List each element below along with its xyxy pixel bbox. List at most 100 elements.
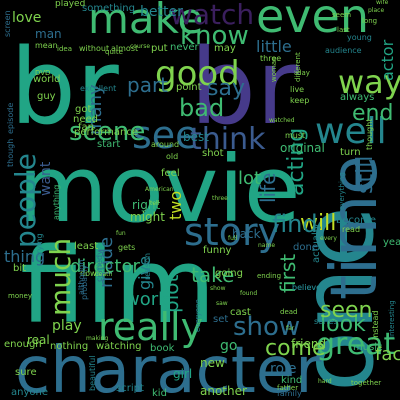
word-always: always — [340, 92, 374, 103]
word-play: play — [52, 318, 82, 334]
word-plot: plot — [159, 275, 183, 313]
word-may: may — [214, 43, 236, 54]
word-story: story — [184, 210, 280, 254]
word-back: back — [232, 227, 261, 241]
word-fun: fun — [116, 230, 126, 237]
word-making: making — [86, 335, 108, 342]
word-comedy: comedy — [95, 250, 104, 282]
word-live: live — [290, 85, 304, 94]
word-fan: fan — [78, 122, 94, 133]
word-role: role — [270, 361, 297, 377]
word-anything: anything — [52, 185, 61, 220]
word-new: new — [200, 356, 225, 370]
word-still: still — [353, 156, 378, 194]
word-gets: gets — [118, 243, 135, 252]
word-probably: probably — [80, 265, 89, 300]
word-start: start — [97, 139, 120, 150]
word-together: together — [351, 379, 381, 387]
word-never: never — [170, 42, 200, 53]
word-ending: ending — [257, 272, 281, 280]
word-film: film — [20, 225, 216, 347]
word-know: know — [180, 21, 249, 51]
word-br: br — [190, 26, 299, 148]
word-life: life — [256, 173, 280, 203]
word-kind: kind — [281, 375, 302, 386]
word-everyone: everyone — [194, 299, 202, 332]
word-want: want — [38, 161, 54, 196]
word-better: better — [140, 4, 183, 20]
word-without: without — [79, 44, 109, 53]
word-look: look — [320, 312, 366, 337]
word-every: every — [320, 235, 337, 242]
word-sure: sure — [15, 367, 37, 378]
word-world: world — [33, 74, 61, 85]
word-read: read — [342, 225, 360, 234]
word-actually: actually — [311, 223, 322, 263]
word-take: take — [191, 263, 234, 287]
word-might: might — [130, 210, 165, 224]
word-great: great — [316, 327, 396, 362]
word-now: now — [80, 269, 97, 278]
word-mean: mean — [35, 41, 58, 50]
word-though: though — [6, 139, 15, 167]
word-seen: seen — [320, 298, 372, 323]
word-love: love — [12, 10, 41, 26]
word-will: will — [300, 211, 336, 236]
word-watching: watching — [96, 341, 142, 352]
word-find: find — [272, 210, 318, 238]
word-hard: hard — [318, 378, 332, 385]
word-name: name — [258, 242, 275, 249]
word-really: really — [98, 305, 203, 349]
word-music: music — [353, 342, 383, 353]
word-young: young — [347, 33, 372, 42]
word-place: place — [368, 7, 384, 14]
word-got: got — [75, 104, 91, 115]
word-much: much — [44, 238, 77, 316]
word-give: give — [135, 256, 154, 290]
word-cast: cast — [230, 307, 251, 318]
word-two: two — [166, 191, 185, 220]
word-think: think — [190, 122, 266, 157]
word-course: course — [130, 43, 150, 50]
word-end: end — [352, 101, 393, 126]
word-father: father — [277, 384, 298, 392]
word-wife: wife — [376, 0, 389, 6]
word-people: people — [9, 153, 42, 248]
word-book: book — [150, 343, 175, 354]
word-fact: fact — [375, 344, 400, 365]
word-acting: acting — [284, 128, 309, 196]
word-scene: scene — [69, 117, 145, 147]
word-see: see — [132, 113, 199, 157]
word-believe: believe — [292, 283, 321, 292]
word-least: least — [74, 241, 98, 252]
word-first: first — [276, 254, 300, 293]
word-going: going — [215, 268, 243, 279]
word-movie: movie — [18, 136, 301, 243]
word-although: although — [77, 260, 86, 295]
word-thought: thought — [365, 119, 374, 150]
word-original: original — [280, 141, 325, 155]
word-saw: saw — [216, 300, 228, 307]
word-instead: instead — [371, 311, 380, 341]
word-way: way — [338, 63, 400, 101]
word-seem: seem — [332, 11, 351, 19]
word-dead: dead — [280, 308, 297, 316]
word-anyone: anyone — [11, 387, 48, 398]
word-full: full — [228, 235, 238, 242]
word-old: old — [166, 152, 178, 161]
word-show: show — [210, 285, 226, 292]
word-last: last — [337, 26, 350, 34]
word-feel: feel — [161, 168, 180, 179]
word-audience: audience — [325, 46, 362, 55]
word-best: best — [183, 130, 209, 144]
word-year: year — [383, 237, 400, 248]
word-long: long — [362, 17, 377, 25]
word-must: must — [285, 131, 305, 140]
word-something: something — [82, 3, 135, 14]
word-made: made — [96, 237, 117, 288]
word-kid: kid — [152, 388, 167, 399]
word-say: say — [207, 76, 245, 101]
word-dvd: DVD — [35, 69, 50, 77]
